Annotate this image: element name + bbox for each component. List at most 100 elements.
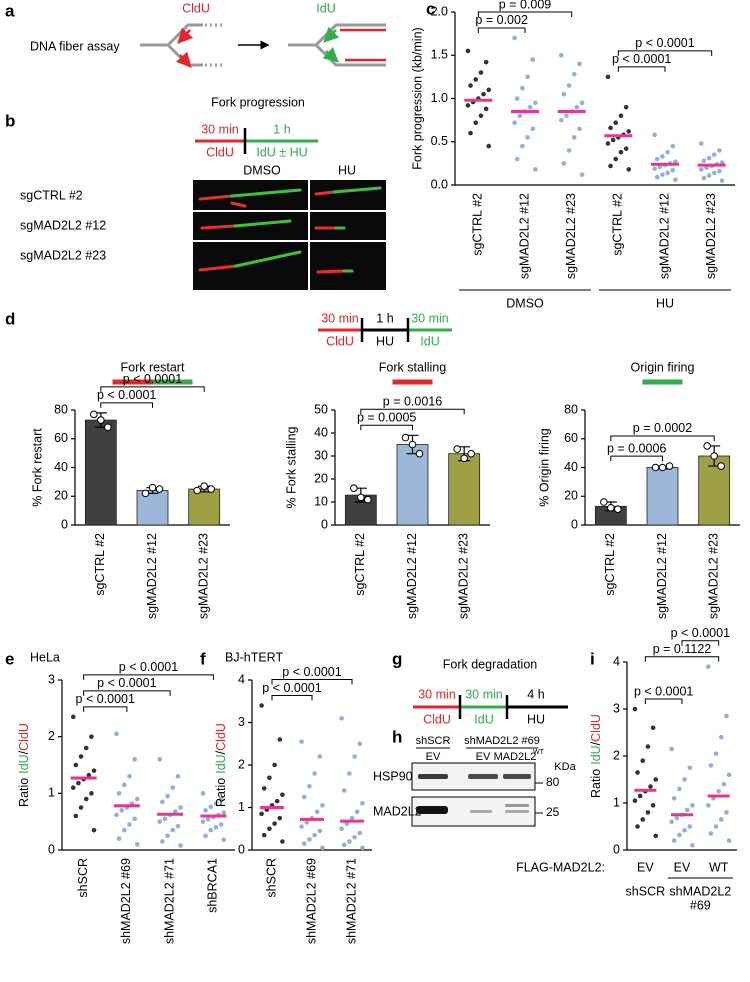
- y-tick-label: 0.5: [431, 134, 448, 148]
- y-axis-label: Fork progression (kb/min): [410, 27, 424, 169]
- x-tick-label: EV: [674, 860, 691, 874]
- y-axis-label-part: /: [17, 750, 31, 754]
- scheme-label: HU: [376, 334, 394, 348]
- data-point: [70, 785, 76, 790]
- data-point: [654, 156, 660, 162]
- data-point: [652, 132, 657, 138]
- data-point: [200, 791, 206, 796]
- data-point: [698, 141, 704, 146]
- y-tick-label: 4: [238, 672, 245, 686]
- panel-label: c: [426, 0, 435, 18]
- data-point: [221, 810, 227, 815]
- data-point: [116, 836, 122, 841]
- p-value: p < 0.0001: [262, 681, 321, 695]
- marker-label: 80: [546, 775, 560, 789]
- data-point: [89, 791, 94, 796]
- scheme-title: Fork degradation: [443, 657, 538, 671]
- fiber: [198, 264, 238, 272]
- data-point: [711, 170, 717, 176]
- band: [468, 774, 498, 779]
- y-tick-label: 1: [48, 786, 55, 800]
- data-point: [221, 837, 227, 843]
- significance-bracket: [271, 679, 353, 685]
- data-point: [73, 762, 79, 768]
- data-point: [716, 788, 721, 794]
- data-point: [478, 113, 484, 119]
- data-point: [277, 815, 283, 821]
- data-point: [566, 83, 572, 88]
- data-point: [669, 819, 674, 825]
- data-point: [645, 810, 651, 815]
- data-point: [299, 739, 304, 744]
- data-point: [677, 786, 682, 792]
- data-point: [577, 61, 582, 67]
- y-tick-label: 3: [48, 672, 55, 686]
- data-point: [170, 827, 176, 833]
- data-point: [564, 113, 569, 119]
- band: [418, 774, 448, 779]
- data-point: [703, 442, 711, 450]
- data-point: [645, 744, 651, 749]
- fiber: [200, 224, 237, 230]
- x-tick-label: sgCTRL #2: [603, 533, 617, 596]
- y-tick-label: 0: [61, 517, 68, 531]
- data-point: [670, 143, 676, 149]
- bar: [646, 467, 679, 526]
- western-blot: shSCR shMAD2L2 #69 EV EV MAD2L2 WT KDa H…: [373, 735, 577, 827]
- x-tick-label: sgMAD2L2 #23: [706, 533, 720, 619]
- x-tick-label: sgMAD2L2 #23: [196, 533, 210, 619]
- row-label: sgMAD2L2 #23: [20, 248, 106, 262]
- data-point: [483, 59, 489, 65]
- data-point: [165, 793, 170, 799]
- data-point: [658, 463, 667, 472]
- significance-bracket: [83, 674, 214, 680]
- group-label: #69: [690, 898, 711, 912]
- fiber-assay-diagram: DNA fiber assay CldU IdU: [30, 1, 386, 68]
- fiber-image: [310, 180, 386, 210]
- data-point: [193, 486, 201, 495]
- data-point: [724, 713, 729, 719]
- data-point: [121, 827, 127, 833]
- data-point: [701, 175, 707, 181]
- y-tick-label: 1.5: [431, 48, 448, 62]
- data-point: [726, 838, 732, 843]
- y-tick-label: 40: [564, 460, 578, 474]
- p-value: p = 0.002: [475, 13, 528, 27]
- data-point: [571, 71, 577, 77]
- data-point: [717, 168, 722, 174]
- data-point: [640, 758, 646, 763]
- data-point: [530, 126, 536, 132]
- data-point: [116, 791, 122, 796]
- bar: [188, 488, 221, 526]
- y-axis-label-part: /: [214, 750, 228, 754]
- data-point: [89, 734, 94, 739]
- data-point: [653, 777, 659, 782]
- data-point: [726, 772, 732, 778]
- data-point: [520, 143, 525, 149]
- y-axis-label-part: CldU: [589, 714, 603, 742]
- y-tick-label: 40: [54, 460, 68, 474]
- data-point: [314, 809, 320, 815]
- scheme-label: CldU: [206, 145, 234, 159]
- y-axis-label: % Fork restart: [30, 428, 44, 507]
- data-point: [360, 800, 365, 806]
- p-value: p < 0.0001: [123, 372, 182, 386]
- data-point: [525, 74, 530, 80]
- data-point: [157, 819, 163, 824]
- data-point: [651, 463, 660, 472]
- data-point: [178, 843, 183, 848]
- significance-bracket: [617, 50, 713, 56]
- bar: [448, 453, 481, 526]
- y-axis-label: Ratio IdU/CldU: [214, 723, 228, 807]
- p-value: p < 0.0001: [634, 684, 693, 698]
- panel-label: f: [200, 649, 206, 668]
- data-point: [652, 166, 657, 171]
- fiber: [230, 188, 302, 198]
- x-tick-label: sgCTRL #2: [611, 193, 625, 256]
- data-point: [347, 771, 352, 776]
- data-point: [267, 775, 272, 781]
- p-value: p < 0.0001: [76, 692, 135, 706]
- data-point: [148, 483, 157, 492]
- scheme-label: HU: [527, 712, 545, 726]
- fiber: [198, 194, 234, 201]
